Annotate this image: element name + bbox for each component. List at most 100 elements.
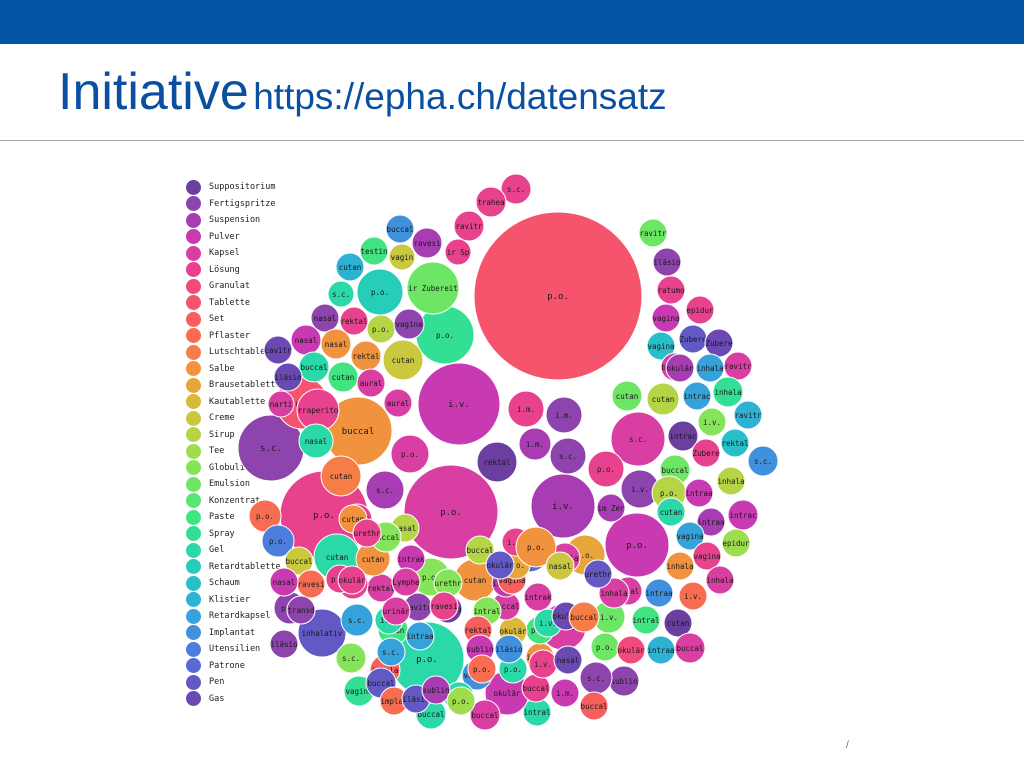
bubble-circle[interactable]: [476, 441, 518, 483]
bubble[interactable]: aural: [383, 388, 413, 418]
bubble[interactable]: epidur: [721, 528, 751, 558]
bubble[interactable]: inhala: [665, 551, 695, 581]
bubble[interactable]: p.o.: [604, 512, 670, 578]
bubble[interactable]: p.o.: [473, 211, 643, 381]
bubble[interactable]: s.c.: [747, 445, 779, 477]
bubble-circle[interactable]: [500, 173, 532, 205]
bubble-circle[interactable]: [473, 211, 643, 381]
bubble-circle[interactable]: [545, 551, 575, 581]
bubble-circle[interactable]: [646, 382, 680, 416]
bubble[interactable]: buccal: [465, 535, 495, 565]
bubble[interactable]: i.m.: [545, 396, 583, 434]
bubble-circle[interactable]: [716, 466, 746, 496]
bubble[interactable]: sublin: [608, 665, 640, 697]
bubble[interactable]: s.c.: [610, 411, 666, 467]
bubble-circle[interactable]: [651, 303, 681, 333]
bubble[interactable]: ratumo: [656, 275, 686, 305]
bubble[interactable]: sublin: [421, 675, 451, 705]
bubble[interactable]: urethr: [433, 568, 463, 598]
bubble-circle[interactable]: [646, 331, 676, 361]
bubble[interactable]: nasal: [298, 423, 334, 459]
bubble[interactable]: implan: [379, 686, 409, 716]
bubble[interactable]: inhala: [712, 376, 744, 408]
bubble-circle[interactable]: [515, 526, 557, 568]
bubble[interactable]: epidur: [685, 295, 715, 325]
bubble[interactable]: inhala: [705, 565, 735, 595]
bubble[interactable]: ravesi: [296, 569, 326, 599]
bubble[interactable]: p.o.: [587, 450, 625, 488]
bubble-circle[interactable]: [385, 214, 415, 244]
bubble-circle[interactable]: [411, 227, 443, 259]
bubble[interactable]: s.c.: [365, 470, 405, 510]
bubble[interactable]: transd: [286, 595, 316, 625]
bubble-circle[interactable]: [320, 455, 362, 497]
bubble[interactable]: p.o.: [415, 305, 475, 365]
bubble[interactable]: vagina: [651, 303, 681, 333]
bubble[interactable]: s.c.: [549, 437, 587, 475]
bubble-circle[interactable]: [485, 550, 515, 580]
bubble-circle[interactable]: [267, 390, 295, 418]
bubble-circle[interactable]: [604, 512, 670, 578]
bubble-circle[interactable]: [405, 621, 435, 651]
bubble[interactable]: intrac: [667, 420, 699, 452]
bubble-circle[interactable]: [674, 632, 706, 664]
bubble-circle[interactable]: [298, 351, 330, 383]
bubble[interactable]: vagina: [393, 308, 425, 340]
bubble[interactable]: intraa: [684, 478, 714, 508]
bubble[interactable]: s.c.: [500, 173, 532, 205]
bubble[interactable]: intraa: [405, 621, 435, 651]
bubble[interactable]: cutan: [382, 339, 424, 381]
bubble[interactable]: intrac: [727, 499, 759, 531]
bubble[interactable]: okulär: [616, 635, 646, 665]
bubble-circle[interactable]: [705, 565, 735, 595]
bubble[interactable]: intraa: [696, 507, 726, 537]
bubble[interactable]: i.v.: [678, 581, 708, 611]
bubble[interactable]: nasal: [545, 551, 575, 581]
bubble[interactable]: buccal: [469, 699, 501, 731]
bubble[interactable]: aural: [356, 368, 386, 398]
bubble-circle[interactable]: [747, 445, 779, 477]
bubble-circle[interactable]: [656, 275, 686, 305]
bubble-circle[interactable]: [335, 252, 365, 282]
bubble-circle[interactable]: [335, 642, 367, 674]
bubble[interactable]: rektal: [476, 441, 518, 483]
bubble-circle[interactable]: [352, 518, 382, 548]
bubble[interactable]: narti: [267, 390, 295, 418]
bubble-circle[interactable]: [721, 528, 751, 558]
bubble[interactable]: p.o.: [366, 314, 396, 344]
bubble-circle[interactable]: [685, 295, 715, 325]
bubble[interactable]: cutan: [611, 380, 643, 412]
bubble-circle[interactable]: [733, 400, 763, 430]
bubble[interactable]: ravitr: [733, 400, 763, 430]
bubble-circle[interactable]: [320, 328, 352, 360]
bubble-circle[interactable]: [421, 675, 451, 705]
bubble[interactable]: rektal: [350, 340, 382, 372]
bubble[interactable]: s.c.: [579, 661, 613, 695]
bubble[interactable]: cutan: [335, 252, 365, 282]
bubble-circle[interactable]: [444, 238, 472, 266]
bubble-circle[interactable]: [549, 437, 587, 475]
bubble[interactable]: iläsio: [494, 634, 524, 664]
bubble-circle[interactable]: [406, 261, 460, 315]
bubble[interactable]: okulär: [665, 353, 695, 383]
bubble[interactable]: nasal: [310, 303, 340, 333]
bubble[interactable]: i.v.: [530, 473, 596, 539]
bubble[interactable]: ravitr: [638, 218, 668, 248]
bubble[interactable]: s.c.: [340, 603, 374, 637]
bubble[interactable]: cutan: [663, 608, 693, 638]
bubble[interactable]: cavitr: [263, 335, 293, 365]
bubble[interactable]: intraa: [644, 578, 674, 608]
bubble[interactable]: vagina: [675, 521, 705, 551]
bubble-circle[interactable]: [475, 186, 507, 218]
bubble[interactable]: vagin: [388, 243, 416, 271]
bubble-circle[interactable]: [568, 601, 600, 633]
bubble[interactable]: Zubere: [691, 438, 721, 468]
bubble-circle[interactable]: [665, 551, 695, 581]
bubble-circle[interactable]: [381, 596, 411, 626]
bubble[interactable]: buccal: [674, 632, 706, 664]
bubble-circle[interactable]: [682, 381, 712, 411]
bubble[interactable]: iläsio: [652, 247, 682, 277]
bubble[interactable]: p.o.: [590, 632, 620, 662]
bubble[interactable]: inhala: [716, 466, 746, 496]
bubble-circle[interactable]: [494, 634, 524, 664]
